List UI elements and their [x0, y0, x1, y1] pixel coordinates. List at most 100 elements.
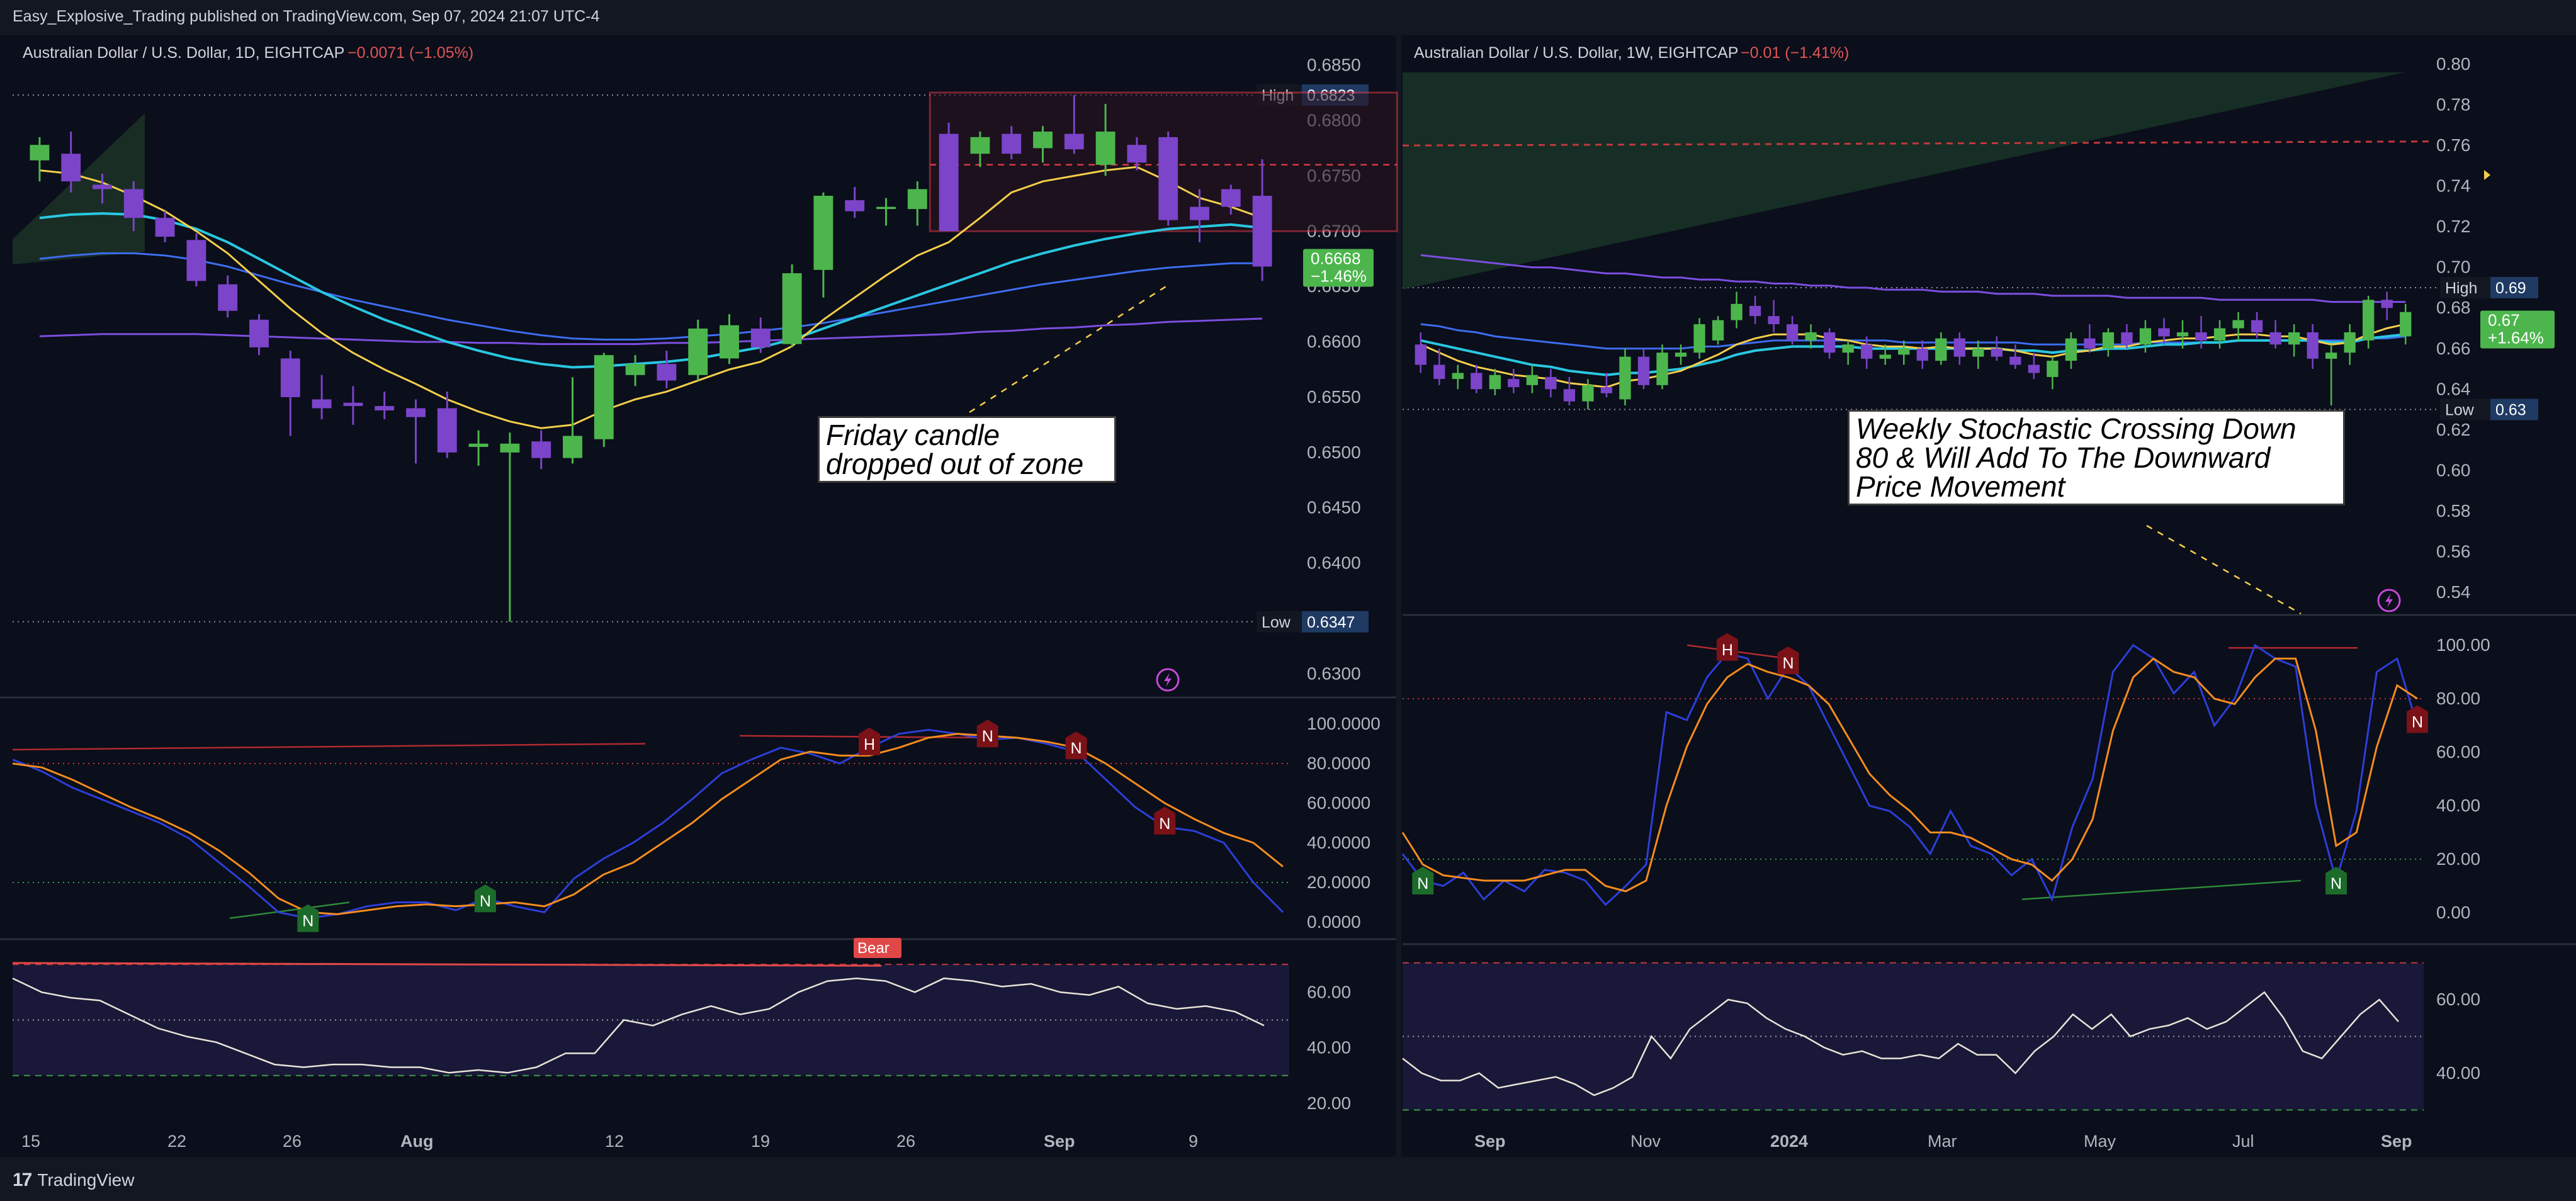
candle-body: [2065, 338, 2077, 361]
candle-body: [1526, 375, 1539, 385]
low-tag: Low: [1262, 614, 1291, 631]
candle-body: [2009, 356, 2021, 365]
left-annotation-line1: Friday candle: [826, 419, 1000, 451]
stoch-marker: [297, 904, 319, 932]
price-tick-label: 0.58: [2436, 501, 2471, 521]
price-tick-label: 0.74: [2436, 176, 2471, 196]
high-tag: High: [2445, 279, 2477, 297]
stoch-d-line: [1401, 657, 2418, 893]
right-annotation-line1: Weekly Stochastic Crossing Down: [1856, 412, 2296, 445]
weekly-red-line: [1402, 140, 2431, 147]
lightning-glyph: [1164, 673, 1172, 687]
low-value-bg: [2490, 398, 2538, 420]
high-tag-bg: [2440, 276, 2490, 298]
candle-body: [1252, 196, 1272, 267]
price-tick-label: 0.6400: [1307, 553, 1361, 573]
candle-body: [1545, 376, 1557, 390]
stoch-marker: [1716, 633, 1738, 661]
candle-body: [750, 328, 771, 347]
price-tick-label: 0.60: [2436, 460, 2471, 480]
high-value-bg: [2490, 276, 2538, 298]
candle-body: [1749, 306, 1761, 317]
candle-body: [2400, 312, 2412, 337]
candle-body: [1190, 206, 1209, 220]
chart-title: Australian Dollar / U.S. Dollar, 1D, EIG…: [23, 44, 344, 62]
stoch-marker-label: N: [982, 728, 993, 745]
candle-body: [1127, 145, 1147, 163]
price-tick-label: 0.68: [2436, 298, 2471, 317]
candle-body: [1916, 348, 1928, 361]
candle-body: [1805, 332, 1817, 341]
candle-body: [1619, 356, 1631, 400]
low-value: 0.63: [2495, 402, 2526, 419]
price-tick-label: 0.66: [2436, 339, 2471, 358]
stoch-divergence-line: [12, 743, 646, 751]
candle-body: [2084, 338, 2096, 349]
x-tick-label: 12: [605, 1132, 624, 1151]
price-tick-label: 0.6600: [1307, 332, 1361, 351]
publisher-line: Easy_Explosive_Trading published on Trad…: [13, 8, 600, 25]
x-tick-label: 19: [751, 1132, 770, 1151]
right-annotation[interactable]: Weekly Stochastic Crossing Down 80 & Wil…: [1848, 410, 2345, 505]
low-value-bg: [1302, 611, 1369, 633]
rsi-divergence-line: [12, 962, 882, 967]
x-tick-label: 9: [1189, 1132, 1198, 1151]
candle-body: [2176, 332, 2189, 337]
price-tick-label: 0.64: [2436, 379, 2471, 398]
rsi-tick-label: 40.00: [1307, 1038, 1351, 1057]
stoch-marker-label: H: [1722, 641, 1733, 659]
x-tick-label: 15: [21, 1132, 40, 1151]
x-tick-label: 26: [283, 1132, 302, 1151]
candle-body: [2251, 320, 2263, 332]
stoch-tick-label: 40.00: [2436, 796, 2480, 815]
price-tick-label: 0.6550: [1307, 387, 1361, 407]
chart-title: Australian Dollar / U.S. Dollar, 1W, EIG…: [1414, 44, 1738, 62]
candle-body: [1693, 324, 1705, 353]
ema-mid-line: [1420, 333, 2406, 376]
brand[interactable]: 17 TradingView: [13, 1170, 134, 1191]
candle-body: [2139, 328, 2152, 345]
x-tick-label: Mar: [1928, 1132, 1957, 1151]
last-price: 0.6668: [1311, 249, 1361, 268]
x-tick-label: Sep: [2381, 1132, 2412, 1151]
stoch-tick-label: 80.0000: [1307, 753, 1370, 773]
candle-body: [2102, 332, 2115, 349]
price-marker-icon: [2484, 170, 2490, 180]
ema-long-line: [39, 317, 1263, 346]
chart-change: −0.0071 (−1.05%): [347, 44, 473, 62]
x-tick-label: Sep: [1044, 1132, 1075, 1151]
lightning-glyph: [2385, 594, 2393, 607]
candle-body: [939, 133, 959, 232]
candle-body: [1600, 387, 1613, 393]
panel-separator: [1396, 35, 1401, 1157]
pointer-line: [969, 282, 1172, 414]
candle-body: [1158, 137, 1178, 220]
stoch-marker: [2407, 705, 2428, 733]
high-value: 0.69: [2495, 279, 2526, 297]
candle-body: [531, 441, 551, 458]
rsi-line: [1402, 991, 2399, 1097]
candle-body: [1879, 354, 1891, 359]
stoch-tick-label: 0.0000: [1307, 912, 1361, 932]
candle-body: [1972, 348, 1984, 357]
candle-body: [1935, 338, 1947, 361]
candle-body: [343, 402, 363, 407]
stoch-k-line: [1401, 643, 2419, 906]
candle-body: [657, 364, 677, 381]
candle-body: [720, 325, 739, 359]
stoch-marker-label: N: [1070, 740, 1082, 757]
candle-body: [2232, 320, 2244, 329]
ema-fast-line: [39, 166, 1263, 429]
lightning-icon: [2377, 589, 2401, 612]
stoch-tick-label: 60.0000: [1307, 793, 1370, 813]
left-annotation[interactable]: Friday candle dropped out of zone: [818, 416, 1116, 483]
candle-body: [2121, 332, 2133, 345]
candle-body: [406, 408, 426, 417]
candle-body: [1002, 133, 1022, 154]
stoch-marker: [1154, 806, 1176, 835]
stoch-marker-label: N: [1159, 815, 1170, 833]
last-price-bg: [2480, 310, 2555, 349]
daily-green-zone: [13, 113, 145, 264]
